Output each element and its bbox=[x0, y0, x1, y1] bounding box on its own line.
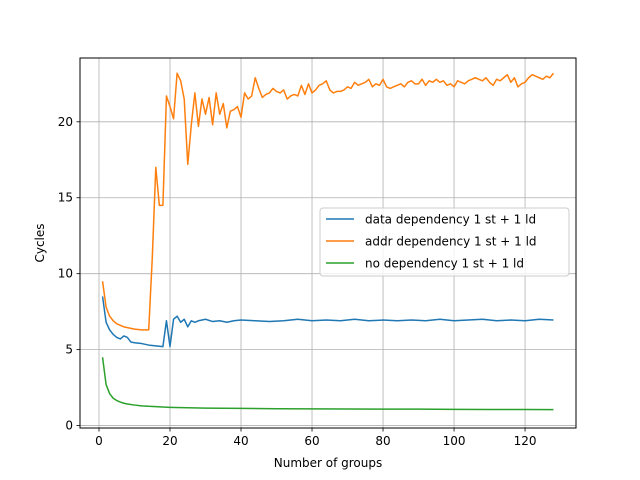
legend-label-data-dependency: data dependency 1 st + 1 ld bbox=[365, 213, 536, 227]
legend-box bbox=[319, 207, 570, 277]
y-tick-label: 15 bbox=[58, 191, 73, 205]
y-tick-label: 10 bbox=[58, 267, 73, 281]
x-tick-label: 40 bbox=[233, 434, 248, 448]
x-tick-label: 0 bbox=[95, 434, 103, 448]
x-axis-ticks: 0 20 40 60 80 100 120 bbox=[95, 428, 537, 448]
y-tick-label: 0 bbox=[65, 419, 73, 433]
legend: data dependency 1 st + 1 ld addr dependen… bbox=[319, 207, 570, 277]
series-line-data-dependency bbox=[101, 296, 554, 348]
x-tick-label: 60 bbox=[304, 434, 319, 448]
legend-label-addr-dependency: addr dependency 1 st + 1 ld bbox=[365, 235, 537, 249]
series-line-no-dependency bbox=[101, 357, 554, 411]
y-axis-label: Cycles bbox=[33, 223, 47, 262]
y-axis-ticks: 0 5 10 15 20 bbox=[58, 115, 80, 433]
x-tick-label: 20 bbox=[162, 434, 177, 448]
legend-label-no-dependency: no dependency 1 st + 1 ld bbox=[365, 257, 524, 271]
y-tick-label: 20 bbox=[58, 115, 73, 129]
x-axis-label: Number of groups bbox=[274, 456, 383, 470]
x-tick-label: 120 bbox=[514, 434, 537, 448]
series-line-addr-dependency bbox=[101, 72, 555, 331]
plot-area-frame bbox=[79, 57, 577, 429]
x-tick-label: 80 bbox=[375, 434, 390, 448]
x-tick-label: 100 bbox=[443, 434, 466, 448]
series-lines bbox=[101, 72, 555, 411]
y-tick-label: 5 bbox=[65, 343, 73, 357]
